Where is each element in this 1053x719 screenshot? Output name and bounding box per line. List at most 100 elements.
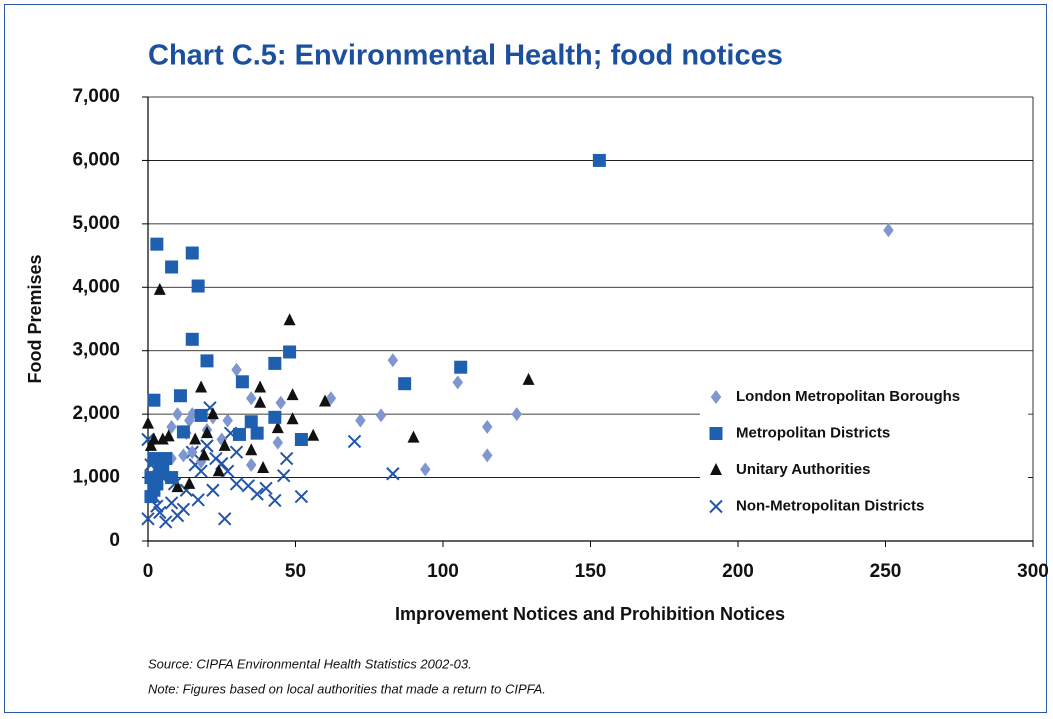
data-point	[191, 279, 205, 293]
data-point	[355, 413, 366, 428]
y-tick-label: 6,000	[72, 149, 120, 170]
data-point	[229, 477, 244, 491]
data-point	[511, 407, 522, 422]
chart-title: Chart C.5: Environmental Health; food no…	[148, 40, 783, 72]
data-point	[173, 389, 187, 403]
y-tick-label: 0	[109, 530, 120, 551]
data-point	[170, 508, 185, 523]
data-point	[209, 451, 223, 466]
legend-marker	[710, 463, 722, 475]
data-point	[254, 380, 267, 393]
data-point	[144, 438, 157, 451]
data-point	[592, 153, 606, 167]
data-point	[195, 380, 208, 393]
data-point	[257, 461, 270, 474]
data-point	[206, 407, 219, 420]
data-point	[241, 479, 256, 493]
data-point	[165, 260, 179, 274]
y-axis-label: Food Premises	[25, 254, 45, 383]
y-tick-label: 3,000	[72, 340, 120, 361]
data-point	[272, 435, 284, 450]
data-point	[246, 391, 257, 406]
data-point	[185, 332, 199, 346]
y-tick-label: 2,000	[72, 403, 120, 424]
data-point	[187, 445, 198, 460]
legend-marker	[709, 427, 723, 440]
x-tick-label: 250	[870, 561, 902, 582]
data-point	[200, 354, 214, 368]
data-point	[271, 421, 284, 434]
data-point	[218, 438, 231, 451]
data-point	[259, 481, 273, 496]
frame	[4, 4, 1047, 713]
x-tick-label: 150	[575, 561, 607, 582]
y-tick-label: 4,000	[72, 276, 120, 297]
data-point	[142, 416, 154, 429]
data-point	[172, 407, 183, 422]
data-point	[184, 413, 195, 428]
data-point	[407, 430, 420, 443]
data-point	[229, 445, 244, 459]
legend-label: London Metropolitan Boroughs	[736, 388, 960, 405]
data-point	[482, 419, 493, 434]
data-point	[217, 512, 232, 526]
x-tick-label: 300	[1017, 561, 1049, 582]
data-point	[347, 434, 362, 449]
data-point	[189, 432, 202, 445]
data-point	[420, 462, 431, 477]
data-point	[522, 372, 535, 385]
data-point	[165, 471, 179, 485]
data-point	[162, 429, 175, 442]
y-tick-label: 1,000	[72, 467, 120, 488]
data-point	[164, 496, 179, 510]
data-point	[153, 282, 166, 295]
data-point	[244, 415, 258, 429]
data-point	[147, 393, 161, 407]
x-tick-label: 50	[285, 561, 306, 582]
data-point	[294, 433, 308, 447]
data-point	[375, 408, 387, 423]
data-point	[283, 345, 297, 359]
data-point	[286, 412, 299, 425]
data-point	[398, 377, 412, 391]
data-point	[194, 408, 208, 422]
data-point	[246, 457, 257, 472]
data-point	[150, 237, 164, 251]
legend-box	[700, 380, 1028, 526]
data-point	[171, 480, 184, 493]
data-point	[286, 388, 299, 401]
data-point	[268, 410, 282, 424]
data-point	[158, 515, 173, 529]
data-point	[307, 428, 320, 441]
data-point	[156, 432, 169, 445]
legend-label: Metropolitan Districts	[736, 424, 890, 441]
data-point	[191, 493, 205, 507]
data-point	[279, 451, 294, 466]
data-point	[176, 425, 190, 439]
data-point	[235, 375, 249, 389]
data-point	[268, 356, 282, 370]
data-point	[254, 395, 267, 408]
x-tick-label: 100	[427, 561, 459, 582]
data-point	[178, 448, 189, 463]
data-point	[386, 467, 400, 481]
data-point	[185, 246, 199, 260]
data-point	[387, 353, 399, 368]
data-point	[452, 375, 463, 390]
x-axis-label: Improvement Notices and Prohibition Noti…	[395, 604, 785, 624]
data-point	[275, 395, 286, 410]
data-point	[200, 439, 214, 453]
x-tick-label: 0	[143, 561, 154, 582]
data-point	[294, 489, 309, 504]
data-point	[144, 490, 158, 504]
data-point	[268, 493, 282, 508]
y-tick-label: 7,000	[72, 86, 120, 107]
x-tick-label: 200	[722, 561, 754, 582]
data-point	[283, 313, 296, 326]
y-tick-label: 5,000	[72, 213, 120, 234]
data-point	[159, 452, 173, 466]
data-point	[198, 448, 211, 461]
legend-marker	[709, 499, 723, 514]
legend-marker	[710, 390, 722, 404]
data-point	[183, 476, 196, 489]
